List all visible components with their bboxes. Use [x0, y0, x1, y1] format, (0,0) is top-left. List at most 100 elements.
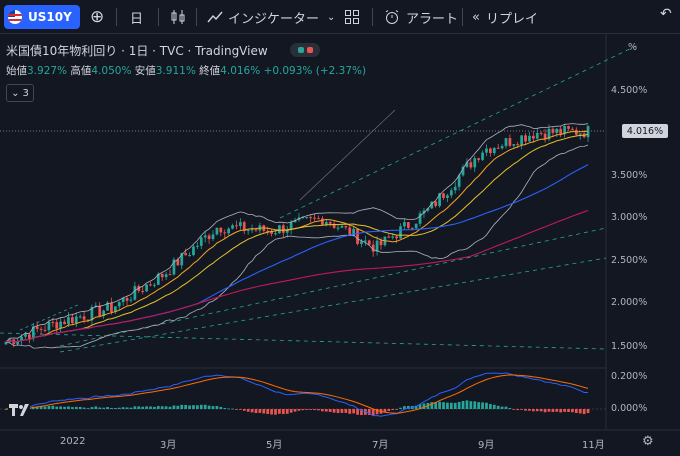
macd-histogram-bar: [168, 406, 172, 409]
indicators-button[interactable]: インジケーター ⌄: [206, 5, 335, 29]
candle-body: [28, 334, 31, 339]
macd-histogram-bar: [47, 405, 51, 409]
macd-histogram-bar: [438, 401, 441, 409]
legend-eye-toggle[interactable]: [290, 43, 320, 57]
macd-histogram-bar: [285, 409, 289, 414]
macd-histogram-bar: [539, 409, 543, 412]
macd-tick: 0.200%: [611, 371, 648, 382]
down-dot-icon: [307, 47, 313, 53]
macd-histogram-bar: [461, 400, 465, 409]
candle-body: [367, 240, 371, 245]
time-tick: 11月: [582, 440, 605, 451]
candle-body: [442, 193, 445, 198]
compare-plus-icon[interactable]: ⊕: [90, 7, 105, 27]
macd-histogram-bar: [153, 406, 156, 409]
macd-histogram-bar: [145, 406, 148, 409]
candle-body: [196, 245, 199, 247]
candle-body: [360, 241, 363, 244]
macd-histogram-bar: [422, 403, 426, 409]
candle-body: [551, 128, 555, 133]
symbol-button[interactable]: US10Y: [4, 5, 80, 29]
macd-histogram-bar: [211, 406, 215, 409]
chart-type-button[interactable]: [170, 5, 186, 29]
macd-histogram-bar: [434, 402, 438, 409]
candle-body: [414, 223, 418, 229]
candle-body: [266, 230, 270, 232]
candle-body: [278, 225, 281, 234]
price-tick: 2.500%: [611, 255, 648, 266]
up-dot-icon: [298, 47, 304, 53]
macd-histogram-bar: [141, 406, 145, 409]
layout-button[interactable]: [344, 5, 360, 29]
macd-histogram-bar: [133, 406, 137, 409]
candle-body: [481, 152, 484, 160]
ohlc-legend: 始値3.927% 高値4.050% 安値3.911% 終値4.016% +0.0…: [6, 63, 366, 78]
candle-body: [504, 138, 508, 147]
candle-body: [492, 147, 496, 154]
macd-histogram-bar: [457, 401, 461, 409]
candle-body: [399, 226, 402, 239]
indicators-collapse-button[interactable]: ⌄ 3: [6, 84, 34, 102]
replay-button[interactable]: « リプレイ: [472, 5, 538, 29]
tradingview-logo[interactable]: [8, 402, 30, 418]
macd-histogram-bar: [293, 409, 297, 412]
candle-body: [172, 259, 176, 275]
candle-body: [489, 148, 492, 154]
undo-icon[interactable]: ↶: [660, 6, 672, 22]
macd-histogram-bar: [485, 402, 488, 409]
macd-histogram-bar: [258, 409, 262, 413]
gear-icon[interactable]: ⚙: [642, 434, 654, 449]
macd-histogram-bar: [196, 405, 199, 409]
macd-histogram-bar: [477, 402, 481, 409]
candle-body: [301, 217, 305, 219]
candle-body: [469, 162, 473, 168]
macd-histogram-bar: [223, 408, 227, 409]
macd-histogram-bar: [528, 409, 531, 411]
candle-body: [457, 175, 461, 187]
macd-histogram-bar: [481, 402, 484, 409]
candle-body: [379, 240, 383, 246]
chevron-down-icon: ⌄: [11, 87, 20, 99]
candle-body: [24, 334, 27, 337]
macd-histogram-bar: [192, 405, 195, 409]
candle-body: [375, 240, 379, 252]
candle-body: [438, 193, 441, 206]
change-value: +0.093% (+2.37%): [263, 65, 367, 77]
macd-histogram-bar: [473, 401, 477, 409]
alert-button[interactable]: アラート: [384, 5, 458, 29]
candle-body: [574, 129, 578, 135]
macd-histogram-bar: [235, 409, 238, 410]
candle-body: [317, 218, 320, 220]
macd-histogram-bar: [4, 409, 8, 410]
macd-histogram-bar: [391, 409, 395, 411]
candle-body: [238, 222, 242, 227]
candle-body: [313, 217, 316, 219]
timeframe-button[interactable]: 日: [130, 5, 143, 29]
macd-histogram-bar: [184, 404, 188, 409]
trendline: [19, 303, 81, 331]
macd-histogram-bar: [137, 406, 141, 409]
candle-body: [336, 227, 340, 229]
candle-body: [309, 217, 313, 219]
candle-body: [86, 319, 90, 321]
price-chart[interactable]: [0, 34, 680, 456]
macd-histogram-bar: [344, 409, 348, 413]
candle-body: [363, 240, 367, 242]
price-tick: 2.000%: [611, 297, 648, 308]
macd-histogram-bar: [254, 409, 258, 414]
time-tick: 3月: [160, 440, 177, 451]
candle-body: [211, 234, 215, 240]
macd-histogram-bar: [313, 409, 316, 411]
macd-histogram-bar: [98, 407, 102, 409]
candle-body: [246, 229, 250, 232]
macd-histogram-bar: [160, 406, 164, 409]
candle-body: [110, 302, 113, 312]
macd-histogram-bar: [586, 409, 590, 414]
ma-long-line: [5, 209, 589, 343]
macd-histogram-bar: [582, 409, 586, 415]
candle-body: [98, 305, 102, 317]
macd-histogram-bar: [500, 406, 504, 409]
candle-body: [563, 126, 566, 135]
macd-histogram-bar: [449, 402, 453, 409]
candle-body: [43, 329, 47, 331]
